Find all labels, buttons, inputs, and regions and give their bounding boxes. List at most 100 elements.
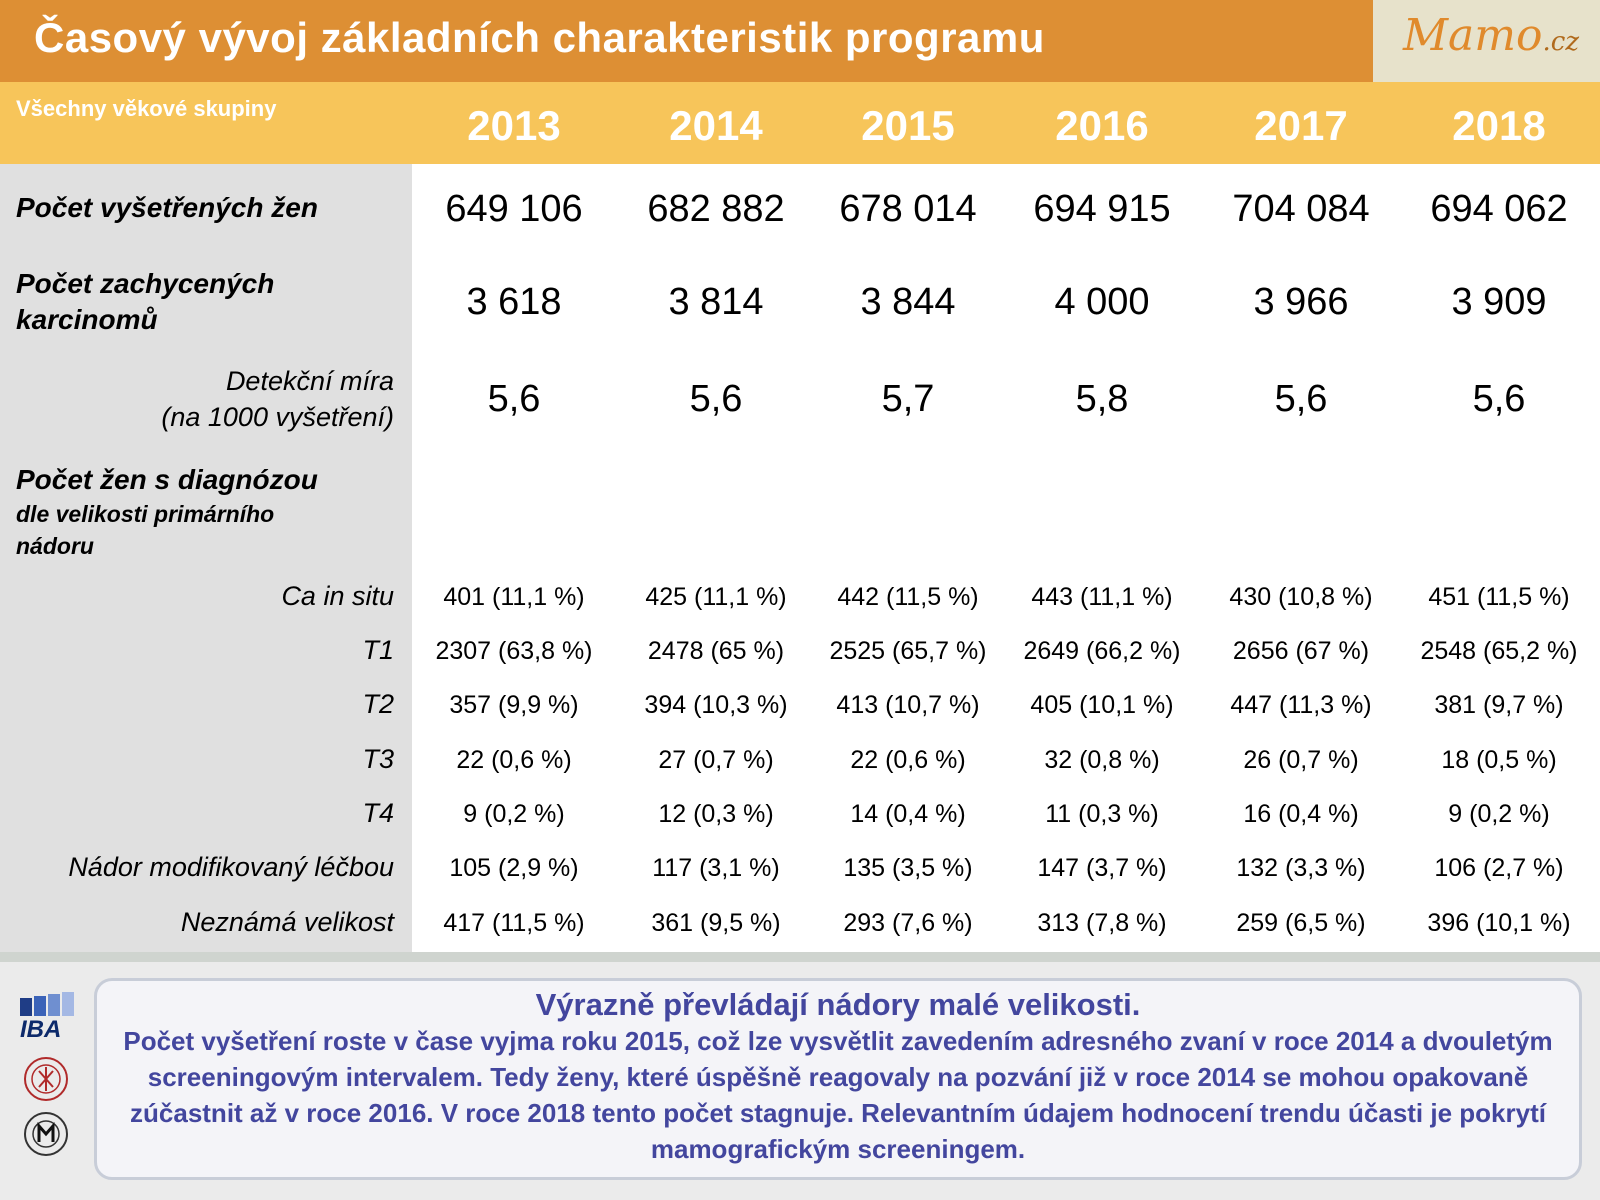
mamo-logo: Mamo.cz	[1373, 0, 1600, 82]
table-cell: 5,8	[1075, 378, 1129, 420]
table-cell: 425 (11,1 %)	[645, 583, 787, 611]
row-label-modified: Nádor modifikovaný léčbou	[68, 852, 394, 882]
year-header: 2017	[1254, 102, 1348, 149]
table-cell: 2307 (63,8 %)	[435, 637, 593, 665]
table-cell: 413 (10,7 %)	[836, 691, 980, 719]
row-label-t1: T1	[362, 635, 394, 665]
row-label-examined: Počet vyšetřených žen	[16, 192, 318, 223]
table-cell: 132 (3,3 %)	[1236, 854, 1366, 882]
table-cell: 12 (0,3 %)	[658, 800, 774, 828]
section-heading-diagnosis: Počet žen s diagnózou dle velikosti prim…	[16, 462, 394, 562]
year-header: 2018	[1452, 102, 1546, 149]
heading-line: dle velikosti primárního	[16, 501, 275, 527]
row-label-carcinomas: Počet zachycených karcinomů	[16, 266, 394, 338]
university-seal-icon	[24, 1112, 68, 1156]
table-cell: 259 (6,5 %)	[1236, 909, 1366, 937]
iba-logo-text: IBA	[20, 1016, 62, 1043]
table-cell: 11 (0,3 %)	[1045, 800, 1159, 828]
label-line: Detekční míra	[225, 366, 394, 396]
label-line: Počet zachycených	[16, 268, 275, 299]
table-cell: 3 814	[668, 281, 764, 323]
table-cell: 3 909	[1451, 281, 1547, 323]
table-cell: 18 (0,5 %)	[1441, 746, 1557, 774]
row-label-column	[0, 164, 412, 952]
table-cell: 704 084	[1232, 188, 1370, 230]
label-line: (na 1000 vyšetření)	[161, 402, 394, 432]
table-cell: 394 (10,3 %)	[644, 691, 788, 719]
year-header: 2013	[467, 102, 561, 149]
table-cell: 2548 (65,2 %)	[1420, 637, 1578, 665]
table-cell: 117 (3,1 %)	[652, 854, 780, 882]
table-cell: 3 844	[860, 281, 956, 323]
table-cell: 26 (0,7 %)	[1243, 746, 1359, 774]
faculty-seal-icon	[24, 1057, 68, 1101]
table-cell: 430 (10,8 %)	[1229, 583, 1373, 611]
table-cell: 2525 (65,7 %)	[829, 637, 987, 665]
row-label-t3: T3	[362, 744, 394, 774]
year-header: 2015	[861, 102, 955, 149]
row-label-unknown: Neznámá velikost	[180, 907, 394, 937]
table-cell: 417 (11,5 %)	[443, 909, 585, 937]
year-header: 2016	[1055, 102, 1149, 149]
footer-divider	[0, 952, 1600, 962]
table-cell: 5,6	[1472, 378, 1526, 420]
row-label-ca-in-situ: Ca in situ	[281, 581, 394, 611]
table-cell: 3 966	[1253, 281, 1349, 323]
table-cell: 2649 (66,2 %)	[1023, 637, 1181, 665]
table-cell: 401 (11,1 %)	[443, 583, 585, 611]
table-cell: 5,6	[1274, 378, 1328, 420]
table-cell: 135 (3,5 %)	[843, 854, 973, 882]
year-header: 2014	[669, 102, 763, 149]
table-cell: 678 014	[839, 188, 977, 230]
table-cell: 32 (0,8 %)	[1044, 746, 1160, 774]
logo-text: Mamo	[1403, 10, 1543, 61]
summary-note-box: Výrazně převládají nádory malé velikosti…	[94, 978, 1582, 1180]
table-cell: 682 882	[647, 188, 785, 230]
table-cell: 443 (11,1 %)	[1031, 583, 1173, 611]
label-line: karcinomů	[16, 304, 158, 335]
row-label-t4: T4	[362, 798, 394, 828]
table-cell: 22 (0,6 %)	[850, 746, 966, 774]
title-bar: Časový vývoj základních charakteristik p…	[0, 0, 1373, 82]
table-cell: 9 (0,2 %)	[463, 800, 565, 828]
table-cell: 22 (0,6 %)	[456, 746, 572, 774]
year-header-bar	[0, 82, 1600, 164]
table-cell: 2656 (67 %)	[1232, 637, 1370, 665]
table-cell: 293 (7,6 %)	[843, 909, 973, 937]
table-cell: 2478 (65 %)	[647, 637, 785, 665]
note-title: Výrazně převládají nádory malé velikosti…	[535, 987, 1141, 1022]
table-cell: 106 (2,7 %)	[1434, 854, 1564, 882]
table-cell: 105 (2,9 %)	[449, 854, 579, 882]
slide-title: Časový vývoj základních charakteristik p…	[34, 14, 1045, 61]
table-cell: 451 (11,5 %)	[1428, 583, 1570, 611]
table-cell: 396 (10,1 %)	[1427, 909, 1571, 937]
table-cell: 442 (11,5 %)	[837, 583, 979, 611]
logo-suffix: .cz	[1542, 27, 1580, 57]
table-cell: 694 915	[1033, 188, 1171, 230]
table-cell: 9 (0,2 %)	[1448, 800, 1550, 828]
table-cell: 649 106	[445, 188, 583, 230]
table-cell: 361 (9,5 %)	[651, 909, 781, 937]
table-cell: 381 (9,7 %)	[1434, 691, 1564, 719]
table-cell: 4 000	[1054, 281, 1150, 323]
table-cell: 5,7	[881, 378, 935, 420]
note-body: Počet vyšetření roste v čase vyjma roku …	[123, 1026, 1553, 1164]
table-cell: 27 (0,7 %)	[658, 746, 774, 774]
row-label-t2: T2	[362, 689, 394, 719]
table-cell: 5,6	[689, 378, 743, 420]
table-cell: 14 (0,4 %)	[850, 800, 966, 828]
table-cell: 3 618	[466, 281, 562, 323]
table-cell: 313 (7,8 %)	[1037, 909, 1167, 937]
table-cell: 147 (3,7 %)	[1037, 854, 1167, 882]
table-cell: 694 062	[1430, 188, 1568, 230]
row-label-detection: Detekční míra (na 1000 vyšetření)	[16, 363, 394, 435]
heading-line: Počet žen s diagnózou	[16, 464, 318, 495]
table-cell: 447 (11,3 %)	[1230, 691, 1372, 719]
iba-logo-icon	[20, 992, 74, 1016]
age-group-label: Všechny věkové skupiny	[16, 96, 277, 121]
table-cell: 16 (0,4 %)	[1243, 800, 1359, 828]
heading-line: nádoru	[16, 533, 94, 559]
table-cell: 357 (9,9 %)	[449, 691, 579, 719]
table-cell: 405 (10,1 %)	[1030, 691, 1174, 719]
table-cell: 5,6	[487, 378, 541, 420]
